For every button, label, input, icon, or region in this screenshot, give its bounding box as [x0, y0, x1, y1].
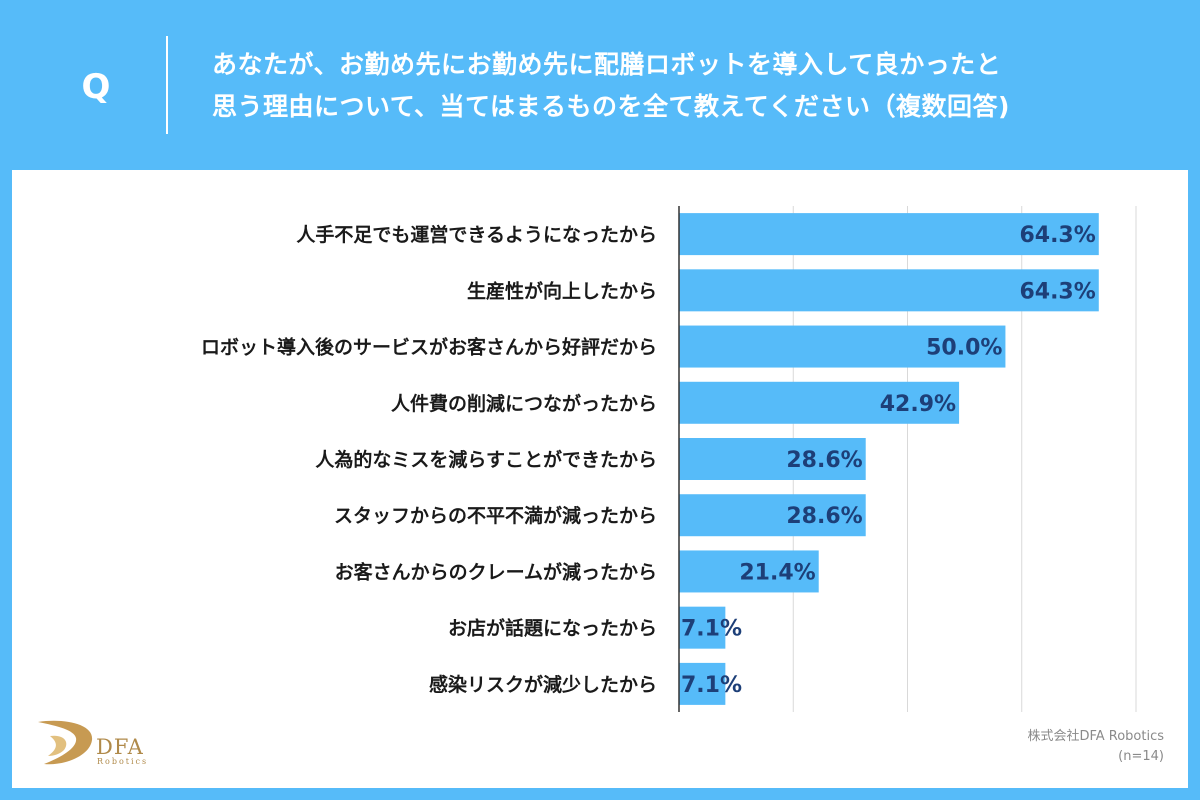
- question-line-2: 思う理由について、当てはまるものを全て教えてください（複数回答): [212, 92, 1010, 121]
- question-text: あなたが、お勤め先にお勤め先に配膳ロボットを導入して良かったと 思う理由について…: [212, 44, 1172, 128]
- logo-text: DFA: [96, 735, 144, 759]
- source-note: 株式会社DFA Robotics (n=14): [1027, 727, 1164, 767]
- value-label-6: 28.6%: [786, 504, 862, 529]
- bar-9: [679, 662, 726, 705]
- question-line-1: あなたが、お勤め先にお勤め先に配膳ロボットを導入して良かったと: [212, 50, 1002, 79]
- value-label-8: 7.1%: [681, 617, 742, 642]
- value-label-1: 64.3%: [1019, 223, 1095, 248]
- category-label-1: 人手不足でも運営できるようになったから: [296, 223, 657, 246]
- value-label-4: 42.9%: [880, 392, 956, 417]
- value-label-7: 21.4%: [739, 560, 815, 585]
- category-label-3: ロボット導入後のサービスがお客さんから好評だから: [201, 336, 657, 359]
- bar-3: [679, 325, 1006, 368]
- bar-7: [679, 550, 819, 593]
- bar-2: [679, 269, 1099, 312]
- category-label-8: お店が話題になったから: [448, 617, 657, 640]
- dfa-logo-icon: [38, 720, 93, 765]
- header-divider: [166, 36, 168, 134]
- category-label-7: お客さんからのクレームが減ったから: [335, 560, 657, 583]
- bar-8: [679, 606, 726, 649]
- logo-subtext: Robotics: [97, 757, 149, 766]
- q-mark: Q: [81, 67, 111, 107]
- bar-1: [679, 213, 1099, 256]
- category-label-9: 感染リスクが減少したから: [429, 673, 657, 696]
- value-label-3: 50.0%: [926, 336, 1002, 361]
- value-label-9: 7.1%: [681, 673, 742, 698]
- value-label-2: 64.3%: [1019, 279, 1095, 304]
- value-label-5: 28.6%: [786, 448, 862, 473]
- bar-5: [679, 438, 866, 480]
- category-label-4: 人件費の削減につながったから: [391, 392, 657, 415]
- source-company: 株式会社DFA Robotics: [1027, 729, 1164, 744]
- bar-4: [679, 381, 960, 424]
- category-label-6: スタッフからの不平不満が減ったから: [334, 504, 657, 527]
- sample-size: (n=14): [1118, 749, 1164, 764]
- category-label-5: 人為的なミスを減らすことができたから: [315, 448, 657, 471]
- question-header: Q あなたが、お勤め先にお勤め先に配膳ロボットを導入して良かったと 思う理由につ…: [0, 0, 1200, 168]
- bar-6: [679, 494, 866, 537]
- category-label-2: 生産性が向上したから: [467, 279, 657, 302]
